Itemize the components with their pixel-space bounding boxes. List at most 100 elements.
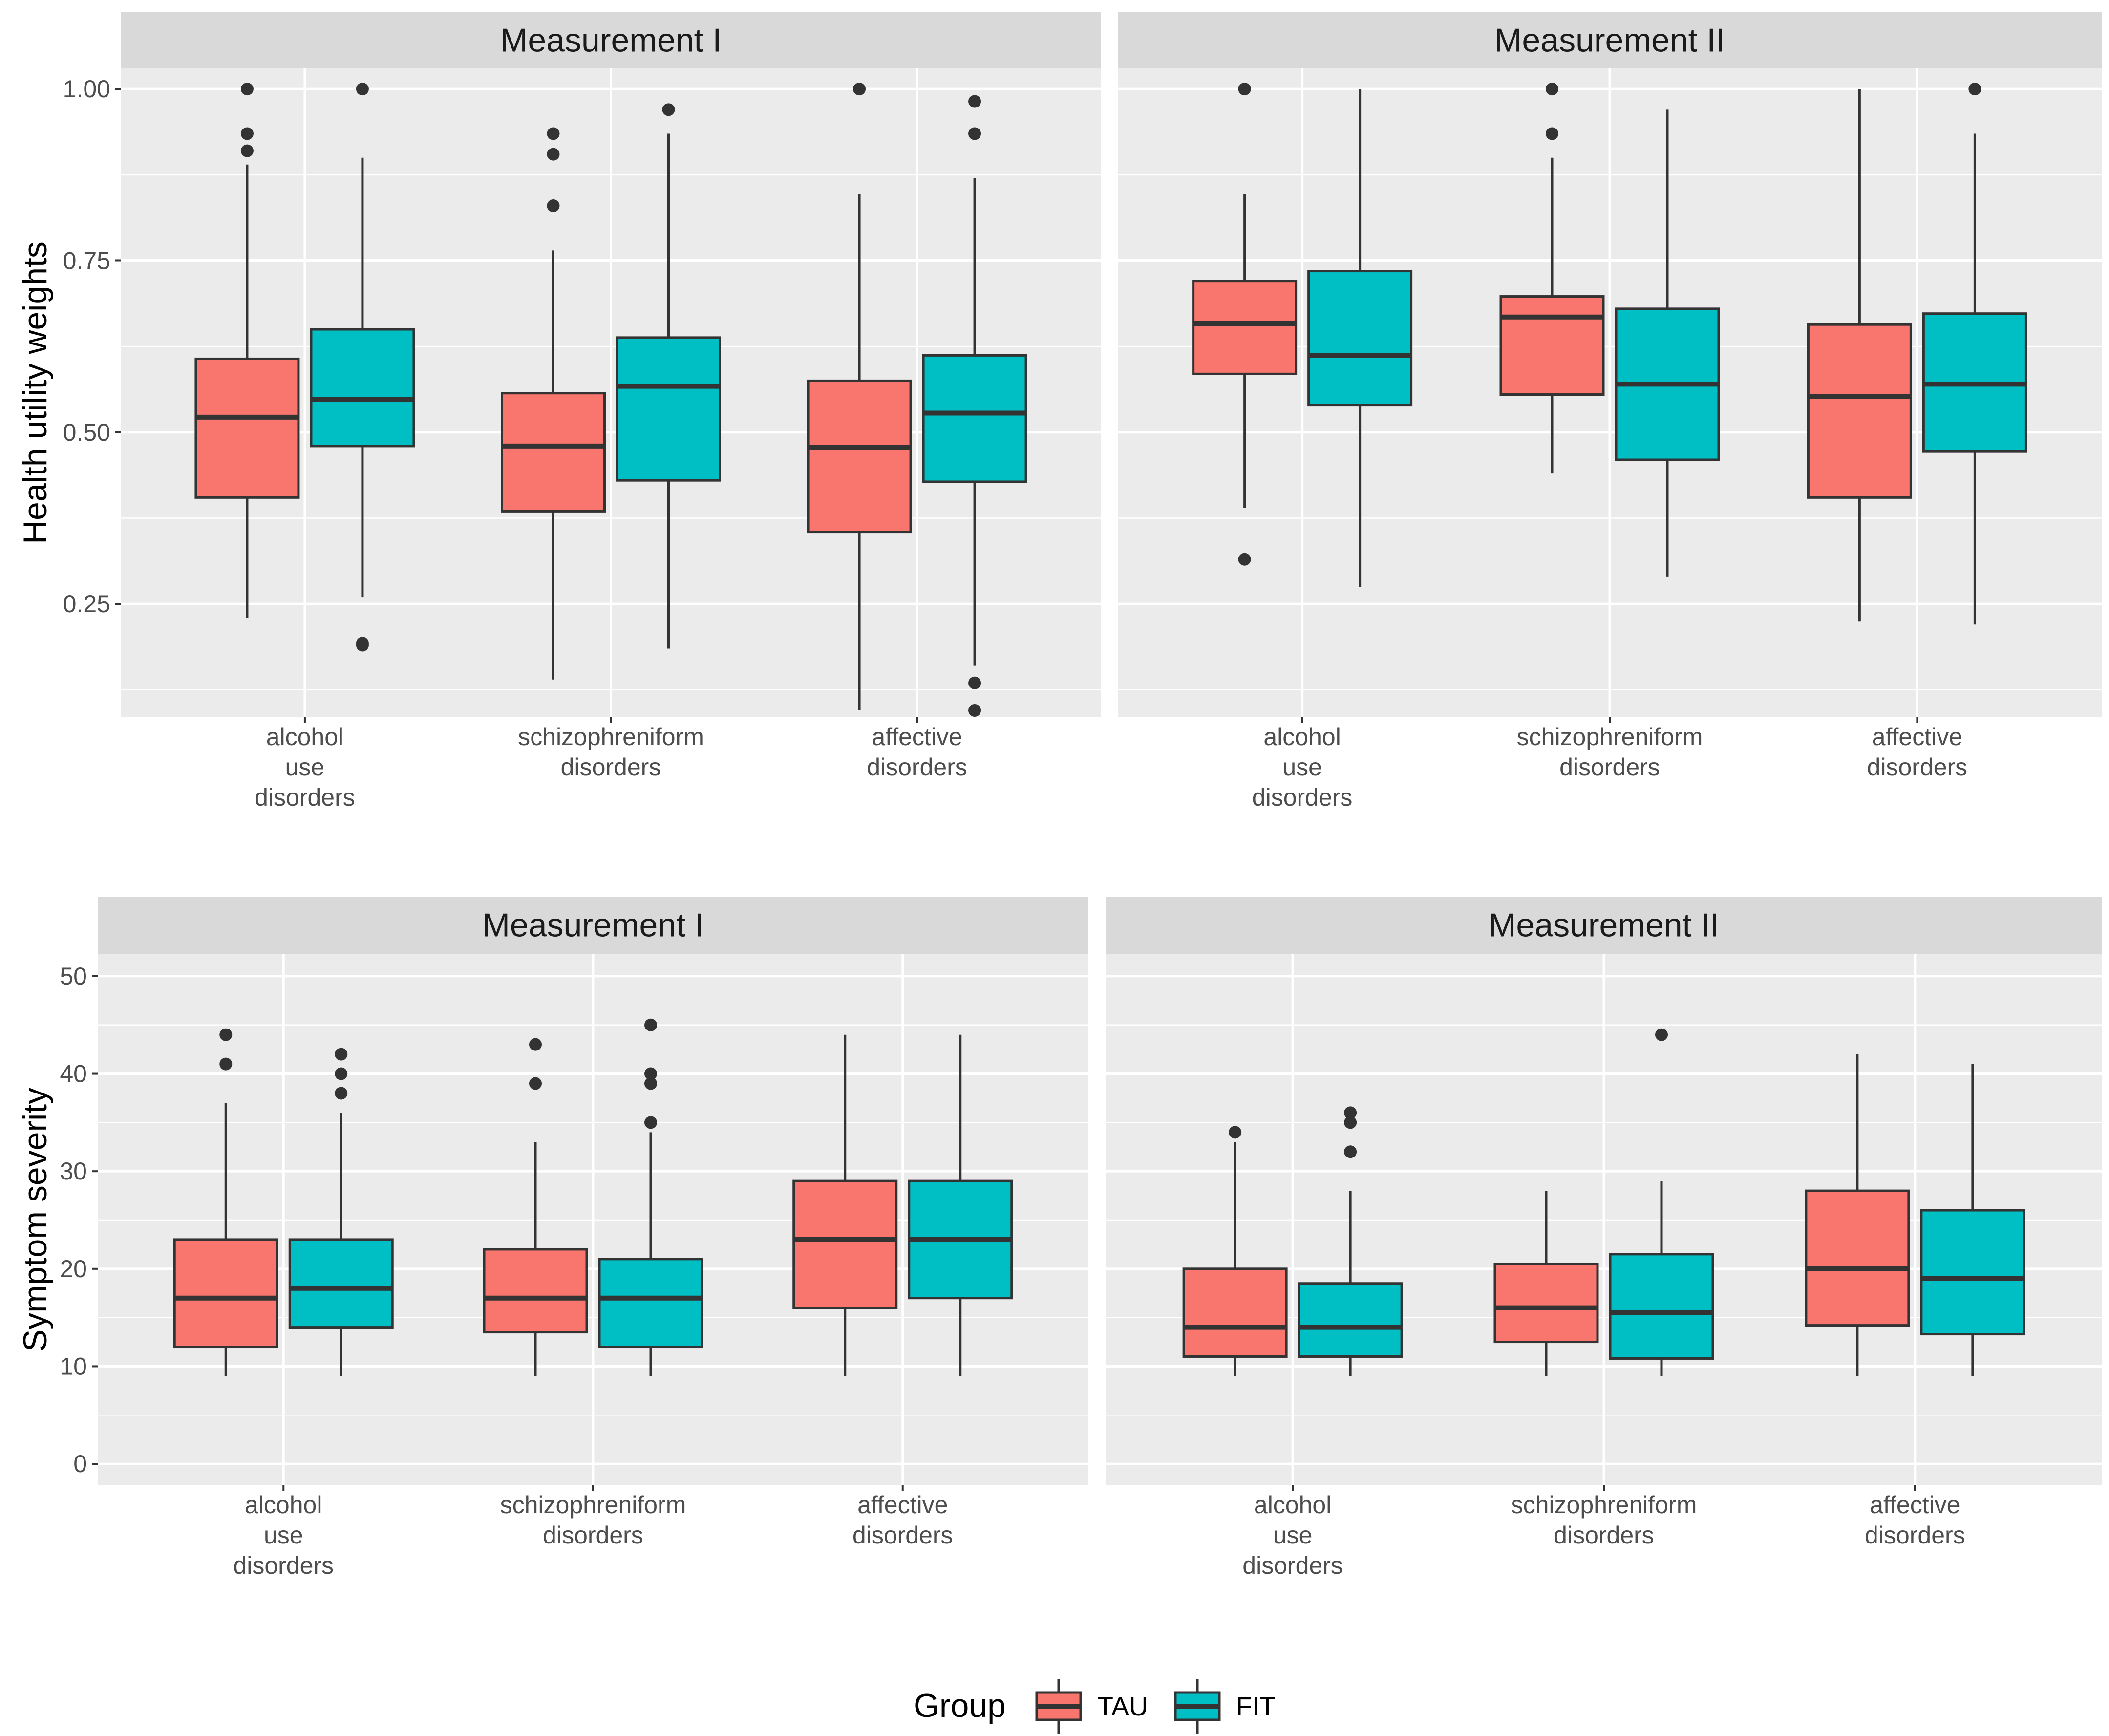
box-iqr (501, 392, 606, 513)
box-tau-alcohol (173, 1028, 278, 1376)
outlier-point (1229, 1126, 1242, 1139)
outlier-point (1546, 127, 1558, 140)
outlier-point (335, 1048, 348, 1061)
box-iqr (483, 1248, 588, 1334)
facet-title: Measurement I (500, 22, 722, 59)
box-iqr (1298, 1282, 1403, 1358)
box-iqr (807, 379, 912, 534)
box-iqr (1307, 270, 1413, 407)
outlier-point (644, 1067, 657, 1080)
x-tick-label: affective disorders (852, 1491, 953, 1549)
box-iqr (310, 328, 415, 448)
facet-measurement-i-row-2: Measurement I alcohol use disorders schizoph… (98, 897, 1088, 1579)
x-tick-label: affective disorders (1865, 1491, 1965, 1549)
outlier-point (644, 1116, 657, 1129)
outlier-point (662, 103, 675, 116)
y-tick-label: 20 (60, 1255, 87, 1283)
outlier-point (529, 1038, 542, 1051)
box-iqr (1609, 1253, 1714, 1360)
outlier-point (219, 1057, 233, 1071)
outlier-point (219, 1028, 233, 1041)
outlier-point (240, 144, 254, 157)
box-iqr (1192, 280, 1298, 375)
x-tick-label: affective disorders (867, 723, 967, 781)
outlier-point (356, 637, 369, 650)
box-iqr (288, 1238, 394, 1329)
box-tau-alcohol (1192, 83, 1298, 566)
box-tau-affective (792, 1034, 898, 1376)
outlier-point (1546, 83, 1558, 96)
box-fit-affective (1920, 1064, 2025, 1376)
x-tick-label: schizophreniform disorders (1511, 1491, 1697, 1549)
outlier-point (968, 95, 981, 108)
box-tau-affective (807, 83, 912, 710)
legend-label-fit: FIT (1236, 1692, 1276, 1721)
facet-title: Measurement II (1489, 907, 1719, 944)
box-tau-affective (1807, 89, 1912, 622)
outlier-point (644, 1018, 657, 1031)
box-fit-alcohol (1298, 1106, 1403, 1376)
facet-strip (98, 897, 1088, 954)
facet-strip (121, 12, 1101, 68)
box-tau-alcohol (1182, 1126, 1288, 1376)
box-iqr (1499, 295, 1605, 396)
outlier-point (240, 83, 254, 96)
box-iqr (1807, 323, 1912, 499)
outlier-point (547, 148, 560, 161)
box-fit-affective (908, 1034, 1013, 1376)
y-axis-title: Symptom severity (17, 1088, 54, 1351)
facet-title: Measurement II (1494, 22, 1725, 59)
box-fit-affective (922, 95, 1027, 717)
outlier-point (356, 83, 369, 96)
facet-measurement-ii-row-2: Measurement II alcohol use disorders schizop… (1106, 897, 2102, 1579)
outlier-point (1344, 1145, 1357, 1158)
facet-strip (1118, 12, 2102, 68)
box-iqr (1493, 1263, 1599, 1344)
y-axis-title: Health utility weights (17, 241, 54, 544)
outlier-point (1344, 1106, 1357, 1119)
x-tick-label: schizophreniform disorders (500, 1491, 686, 1549)
box-iqr (922, 354, 1027, 483)
facet-measurement-i-row-1: Measurement I alcohol use disorders schizoph… (121, 12, 1101, 811)
outlier-point (240, 127, 254, 140)
facet-measurement-ii-row-1: Measurement II alcohol use disorders schizop… (1118, 12, 2102, 811)
legend-key-fit (1174, 1679, 1221, 1734)
chart-row-1: Health utility weights 0.25 0.50 0.75 1.00 Me… (17, 12, 2102, 811)
x-tick-label: schizophreniform disorders (1517, 723, 1703, 781)
box-iqr (792, 1179, 898, 1309)
box-fit-schizophreniform (598, 1018, 703, 1376)
chart-row-2: Symptom severity 0 10 20 30 40 50 Measurement I… (17, 897, 2102, 1579)
y-tick-label: 50 (60, 963, 87, 990)
y-tick-label: 0.25 (63, 590, 110, 618)
box-iqr (1182, 1267, 1288, 1358)
box-fit-schizophreniform (616, 103, 721, 649)
y-tick-label: 30 (60, 1157, 87, 1185)
box-iqr (1805, 1189, 1910, 1327)
x-tick-label: alcohol use disorders (255, 723, 355, 811)
box-fit-alcohol (310, 83, 415, 652)
y-tick-label: 0.50 (63, 419, 110, 446)
box-tau-alcohol (194, 83, 300, 618)
box-iqr (173, 1238, 278, 1349)
y-tick-label: 0 (73, 1450, 87, 1478)
outlier-point (968, 704, 981, 717)
y-tick-label: 1.00 (63, 75, 110, 103)
y-tick-label: 0.75 (63, 247, 110, 274)
outlier-point (1238, 553, 1251, 566)
box-iqr (598, 1258, 703, 1349)
box-tau-schizophreniform (483, 1038, 588, 1376)
box-tau-affective (1805, 1054, 1910, 1376)
outlier-point (529, 1077, 542, 1090)
box-iqr (194, 357, 300, 499)
outlier-point (968, 127, 981, 140)
outlier-point (968, 676, 981, 689)
facet-title: Measurement I (482, 907, 704, 944)
box-tau-schizophreniform (501, 127, 606, 680)
box-fit-affective (1922, 83, 2027, 625)
x-tick-label: alcohol use disorders (1252, 723, 1353, 811)
legend-title: Group (914, 1687, 1006, 1724)
outlier-point (547, 127, 560, 140)
x-tick-label: alcohol use disorders (233, 1491, 334, 1579)
x-tick-label: schizophreniform disorders (518, 723, 704, 781)
